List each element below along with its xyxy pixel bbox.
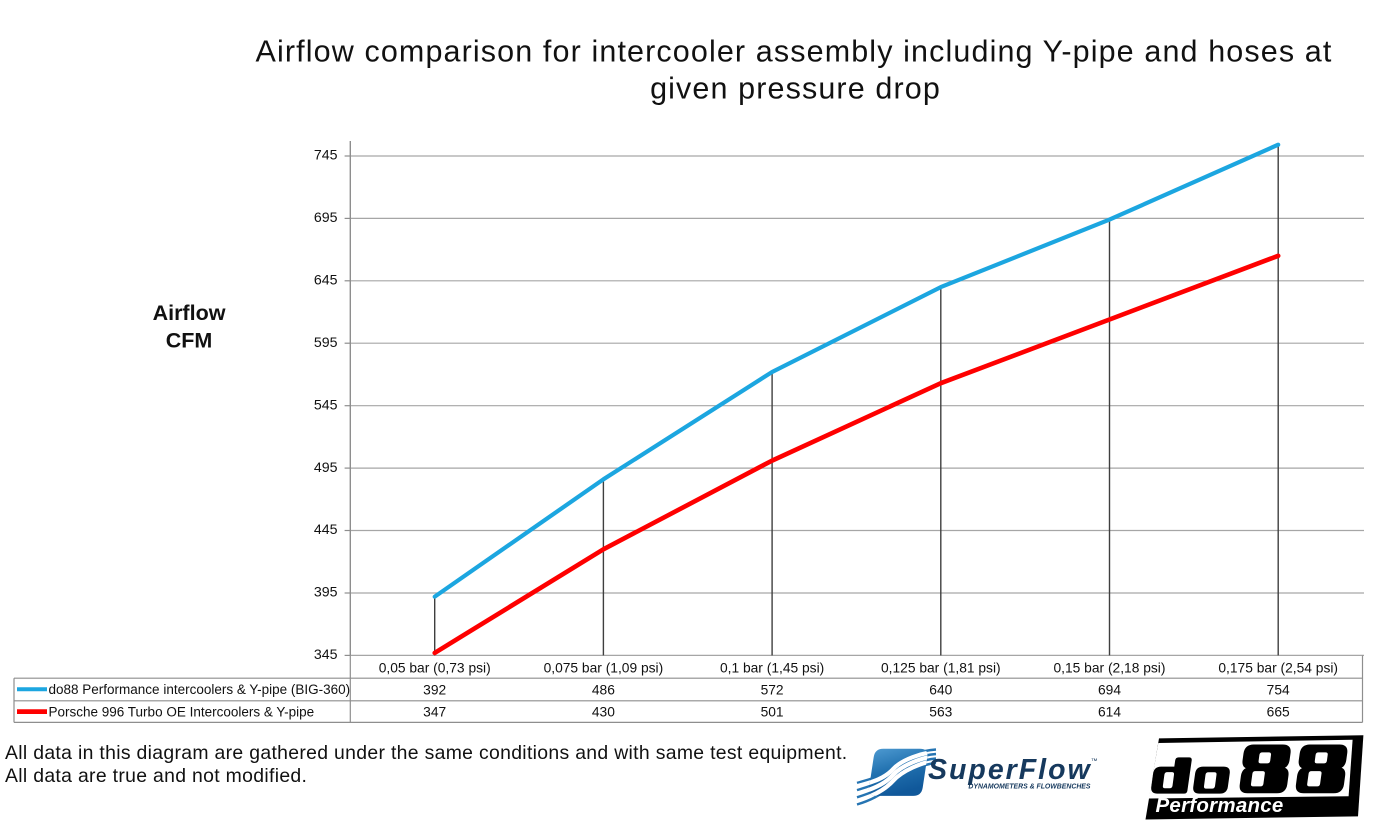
svg-text:430: 430: [592, 704, 615, 719]
svg-text:665: 665: [1267, 704, 1290, 719]
svg-text:495: 495: [314, 460, 338, 476]
svg-text:486: 486: [592, 683, 615, 698]
svg-text:CFM: CFM: [166, 329, 213, 353]
svg-text:SuperFlow: SuperFlow: [928, 754, 1092, 786]
svg-text:Porsche 996 Turbo OE Intercool: Porsche 996 Turbo OE Intercoolers & Y-pi…: [49, 704, 315, 719]
svg-text:All data are true and not modi: All data are true and not modified.: [5, 765, 307, 787]
svg-text:345: 345: [314, 647, 338, 663]
svg-text:695: 695: [314, 210, 338, 226]
svg-text:0,175 bar (2,54 psi): 0,175 bar (2,54 psi): [1218, 660, 1338, 675]
svg-text:DYNAMOMETERS & FLOWBENCHES: DYNAMOMETERS & FLOWBENCHES: [968, 783, 1091, 790]
svg-text:694: 694: [1098, 683, 1121, 698]
svg-text:Airflow comparison for interco: Airflow comparison for intercooler assem…: [256, 34, 1333, 68]
svg-text:645: 645: [314, 273, 338, 289]
svg-text:572: 572: [761, 683, 784, 698]
svg-text:Airflow: Airflow: [153, 301, 226, 325]
svg-text:Performance: Performance: [1156, 794, 1284, 817]
svg-text:™: ™: [1091, 758, 1098, 765]
svg-text:0,125 bar (1,81 psi): 0,125 bar (1,81 psi): [881, 660, 1001, 675]
svg-text:0,1 bar (1,45 psi): 0,1 bar (1,45 psi): [720, 660, 824, 675]
svg-text:All data in this diagram are g: All data in this diagram are gathered un…: [5, 742, 847, 764]
svg-text:563: 563: [929, 704, 952, 719]
svg-text:0,075 bar (1,09 psi): 0,075 bar (1,09 psi): [544, 660, 664, 675]
svg-text:347: 347: [423, 704, 446, 719]
svg-text:614: 614: [1098, 704, 1121, 719]
svg-text:595: 595: [314, 335, 338, 351]
svg-text:392: 392: [423, 683, 446, 698]
svg-text:445: 445: [314, 522, 338, 538]
svg-text:640: 640: [929, 683, 952, 698]
svg-text:given pressure drop: given pressure drop: [650, 72, 941, 106]
svg-text:0,15 bar (2,18 psi): 0,15 bar (2,18 psi): [1054, 660, 1166, 675]
svg-text:501: 501: [761, 704, 784, 719]
svg-text:545: 545: [314, 397, 338, 413]
svg-text:0,05 bar (0,73 psi): 0,05 bar (0,73 psi): [379, 660, 491, 675]
svg-text:do88 Performance intercoolers: do88 Performance intercoolers & Y-pipe (…: [49, 682, 351, 697]
svg-text:745: 745: [314, 148, 338, 164]
svg-text:754: 754: [1267, 683, 1290, 698]
svg-text:395: 395: [314, 585, 338, 601]
